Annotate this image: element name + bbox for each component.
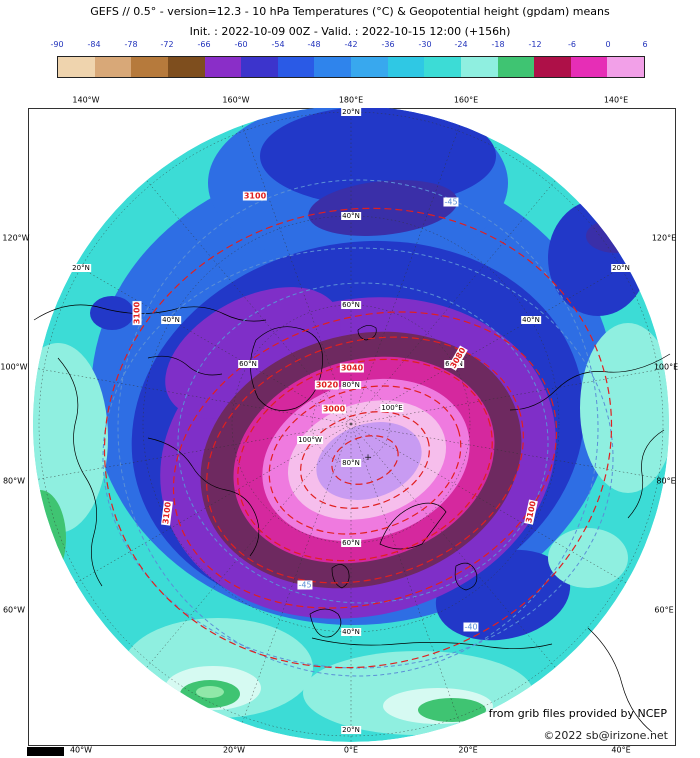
colorbar-tick: 6	[642, 40, 648, 49]
grid-label: 80°N	[341, 381, 361, 389]
axis-label: 40°W	[69, 745, 93, 755]
grid-label: 60°N	[341, 539, 361, 547]
copyright-text: ©2022 sb@irizone.net	[543, 729, 668, 742]
colorbar-cell	[534, 57, 571, 77]
axis-label: 20°E	[458, 745, 478, 755]
axis-label: 60°E	[654, 605, 674, 615]
grid-label: 80°N	[341, 459, 361, 467]
axis-label: 60°W	[2, 605, 26, 615]
corner-mark	[27, 747, 64, 756]
colorbar-cell	[131, 57, 168, 77]
axis-label: 180°E	[338, 95, 364, 105]
colorbar-cell	[204, 57, 242, 77]
colorbar-tick: -12	[528, 40, 542, 49]
grid-label: 40°N	[341, 212, 361, 220]
colorbar-tick: -72	[160, 40, 174, 49]
axis-label: 0°E	[343, 745, 359, 755]
axis-label: 80°E	[656, 476, 676, 486]
height-contours	[103, 207, 613, 669]
temp-contours	[102, 179, 614, 677]
height-contour-label: 3100	[132, 300, 142, 326]
axis-label: 160°E	[453, 95, 479, 105]
axis-label: 80°W	[2, 476, 26, 486]
height-contour-label: 3100	[242, 191, 268, 201]
colorbar-cell	[424, 57, 461, 77]
colorbar-tick: -84	[87, 40, 101, 49]
colorbar-cell	[241, 57, 278, 77]
axis-label: 100°W	[0, 362, 28, 372]
height-contour-label: 3020	[314, 380, 340, 390]
colorbar-tick: -36	[381, 40, 395, 49]
colorbar-tick: -6	[568, 40, 576, 49]
colorbar-tick: -30	[418, 40, 432, 49]
axis-label: 160°W	[222, 95, 250, 105]
grid-label: 20°N	[341, 726, 361, 734]
grid-label: 40°N	[341, 628, 361, 636]
colorbar-tick: -54	[271, 40, 285, 49]
vortex-center-marker: +	[364, 453, 372, 463]
colorbar-cell	[58, 57, 95, 77]
colorbar-tick: -48	[307, 40, 321, 49]
colorbar-cell	[460, 57, 498, 77]
colorbar-cell	[167, 57, 205, 77]
height-contour-label: 3000	[321, 404, 347, 414]
colorbar-tick: 0	[605, 40, 611, 49]
grid-label: 100°E	[380, 404, 404, 412]
colorbar-cell	[497, 57, 535, 77]
colorbar-tick: -60	[234, 40, 248, 49]
colorbar-cell	[570, 57, 608, 77]
credit-text: from grib files provided by NCEP	[488, 707, 667, 720]
grid-label: 20°N	[341, 108, 361, 116]
colorbar-tick: -78	[124, 40, 138, 49]
colorbar-tick: -42	[344, 40, 358, 49]
colorbar-cell	[607, 57, 644, 77]
axis-label: 20°W	[222, 745, 246, 755]
grid-label: 40°N	[521, 316, 541, 324]
map-svg	[28, 108, 676, 746]
temp-contour-label: -45	[297, 580, 313, 590]
colorbar-tick: -18	[491, 40, 505, 49]
grid-label: 20°N	[611, 264, 631, 272]
axis-label: 120°W	[2, 233, 30, 243]
axis-label: 140°W	[72, 95, 100, 105]
axis-label: 40°E	[611, 745, 631, 755]
page-title: GEFS // 0.5° - version=12.3 - 10 hPa Tem…	[90, 5, 610, 18]
grid-label: 60°N	[341, 301, 361, 309]
colorbar-cell	[94, 57, 132, 77]
grid-label: 100°W	[297, 436, 323, 444]
grid-label: 60°N	[238, 360, 258, 368]
axis-label: 140°E	[603, 95, 629, 105]
temp-contour-label: -45	[443, 197, 459, 207]
temperature-colorbar	[57, 56, 645, 78]
colorbar-tick: -24	[454, 40, 468, 49]
axis-label: 100°E	[653, 362, 679, 372]
grid-label: 20°N	[71, 264, 91, 272]
colorbar-tick: -66	[197, 40, 211, 49]
temp-contour-label: -40	[463, 622, 479, 632]
colorbar-cell	[387, 57, 425, 77]
colorbar-cell	[314, 57, 351, 77]
init-valid-subtitle: Init. : 2022-10-09 00Z - Valid. : 2022-1…	[189, 25, 511, 38]
grid-label: 40°N	[161, 316, 181, 324]
colorbar-cell	[277, 57, 315, 77]
colorbar-cell	[351, 57, 388, 77]
coastlines	[33, 304, 671, 733]
colorbar-tick: -90	[50, 40, 64, 49]
height-contour-label: 3040	[339, 363, 365, 373]
axis-label: 120°E	[651, 233, 677, 243]
